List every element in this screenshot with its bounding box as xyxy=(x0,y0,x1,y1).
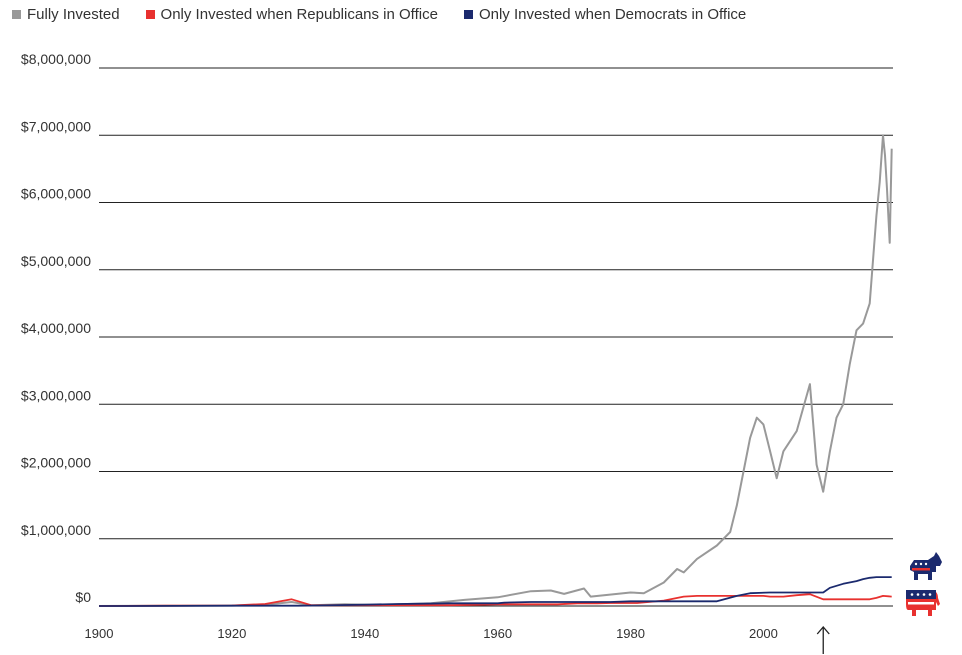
legend-swatch xyxy=(463,10,473,19)
y-tick-label: $3,000,000 xyxy=(21,387,91,403)
arrow-up-icon xyxy=(816,626,830,635)
legend-label: Only Invested when Democrats in Office xyxy=(478,6,747,23)
x-tick-label: 1960 xyxy=(483,626,512,641)
legend-item-republicans: Only Invested when Republicans in Office xyxy=(145,6,438,23)
y-axis: $0 $1,000,000 $2,000,000 $3,000,000 $4,000,0… xyxy=(21,51,91,605)
legend-swatch xyxy=(145,10,155,19)
series-line-2 xyxy=(98,576,892,607)
x-tick-label: 1940 xyxy=(350,626,379,641)
x-tick-label: 1920 xyxy=(217,626,246,641)
y-tick-label: $2,000,000 xyxy=(21,455,91,471)
y-tick-label: $1,000,000 xyxy=(21,522,91,538)
y-tick-label: $4,000,000 xyxy=(21,320,91,336)
y-tick-label: $5,000,000 xyxy=(21,253,91,269)
annotations xyxy=(816,626,830,654)
elephant-icon xyxy=(906,590,940,616)
series-line-1 xyxy=(98,593,892,607)
x-axis: 1900 1920 1940 1960 1980 2000 xyxy=(85,626,778,641)
legend-swatch xyxy=(12,10,21,19)
legend-item-fully-invested: Fully Invested xyxy=(12,6,120,23)
series-line-0 xyxy=(98,134,893,607)
x-tick-label: 2000 xyxy=(749,626,778,641)
y-tick-label: $6,000,000 xyxy=(21,186,91,202)
legend-label: Only Invested when Republicans in Office xyxy=(160,6,438,23)
gridlines xyxy=(99,67,893,607)
y-tick-label: $8,000,000 xyxy=(21,51,91,67)
y-tick-label: $7,000,000 xyxy=(21,118,91,134)
x-tick-label: 1980 xyxy=(616,626,645,641)
y-tick-label: $0 xyxy=(75,589,91,605)
x-tick-label: 1900 xyxy=(85,626,114,641)
legend-label: Fully Invested xyxy=(27,6,120,23)
donkey-icon xyxy=(910,552,942,580)
legend: Fully Invested Only Invested when Republ… xyxy=(12,6,746,23)
legend-item-democrats: Only Invested when Democrats in Office xyxy=(463,6,747,23)
series-lines xyxy=(98,134,893,607)
